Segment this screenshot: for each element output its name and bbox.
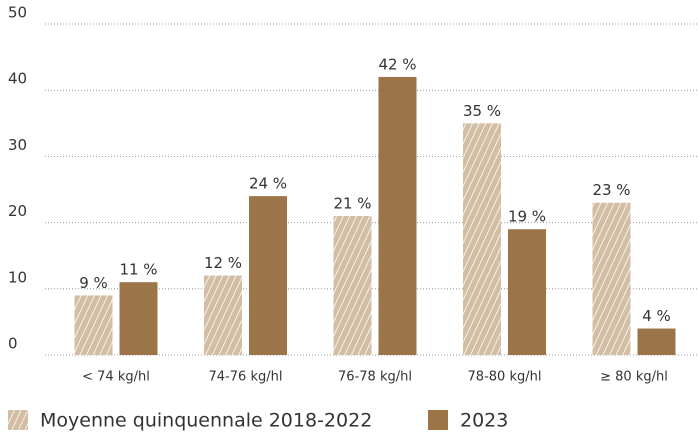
y-tick-label: 40 bbox=[8, 70, 27, 88]
legend-label: 2023 bbox=[460, 410, 508, 432]
bar bbox=[637, 328, 676, 355]
legend-label: Moyenne quinquennale 2018-2022 bbox=[40, 410, 372, 432]
y-tick-label: 20 bbox=[8, 202, 27, 220]
legend-swatch bbox=[428, 410, 448, 430]
bar bbox=[249, 196, 287, 355]
x-tick-label: < 74 kg/hl bbox=[82, 370, 150, 385]
value-label: 24 % bbox=[249, 175, 287, 193]
x-tick-label: 74-76 kg/hl bbox=[209, 370, 283, 385]
value-label: 19 % bbox=[508, 208, 546, 226]
value-label: 42 % bbox=[378, 55, 416, 73]
y-tick-label: 30 bbox=[8, 136, 27, 154]
y-tick-label: 50 bbox=[8, 4, 27, 22]
value-label: 9 % bbox=[79, 274, 108, 292]
x-tick-label: 76-78 kg/hl bbox=[338, 370, 412, 385]
value-label: 4 % bbox=[642, 307, 671, 325]
bar bbox=[119, 282, 158, 355]
bar bbox=[592, 202, 631, 355]
bar bbox=[333, 215, 372, 355]
value-label: 23 % bbox=[592, 181, 630, 199]
y-tick-label: 0 bbox=[8, 335, 18, 353]
x-tick-label: 78-80 kg/hl bbox=[468, 370, 542, 385]
value-label: 35 % bbox=[463, 102, 501, 120]
bar bbox=[74, 295, 113, 355]
bar bbox=[508, 229, 546, 355]
y-tick-label: 10 bbox=[8, 268, 27, 286]
value-label: 12 % bbox=[204, 254, 242, 272]
bar bbox=[463, 123, 501, 355]
x-tick-label: ≥ 80 kg/hl bbox=[600, 370, 668, 385]
value-label: 11 % bbox=[119, 261, 157, 279]
legend-swatch bbox=[8, 410, 28, 430]
bar bbox=[378, 76, 417, 356]
value-label: 21 % bbox=[333, 194, 371, 212]
bar bbox=[204, 275, 242, 355]
